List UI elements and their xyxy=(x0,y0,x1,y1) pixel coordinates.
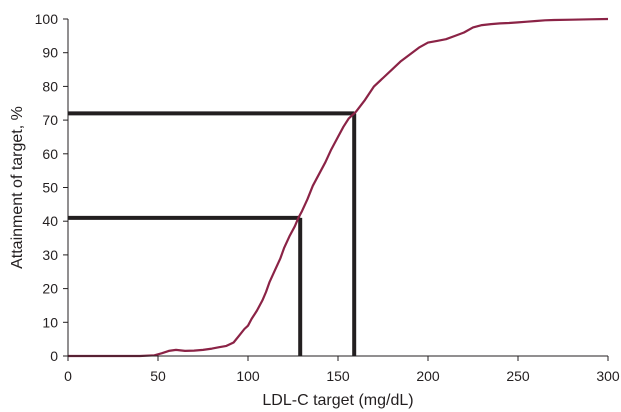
y-tick-label: 10 xyxy=(42,314,58,330)
x-tick-label: 200 xyxy=(416,368,440,384)
y-axis-label: Attainment of target, % xyxy=(9,106,26,269)
y-tick-label: 30 xyxy=(42,247,58,263)
x-tick-label: 50 xyxy=(150,368,166,384)
y-tick-label: 60 xyxy=(42,146,58,162)
y-tick-label: 20 xyxy=(42,281,58,297)
x-tick-label: 0 xyxy=(64,368,72,384)
x-axis-label: LDL-C target (mg/dL) xyxy=(262,392,413,409)
y-tick-label: 90 xyxy=(42,45,58,61)
y-tick-label: 80 xyxy=(42,78,58,94)
x-tick-label: 150 xyxy=(326,368,350,384)
x-tick-label: 250 xyxy=(506,368,530,384)
y-tick-label: 0 xyxy=(50,348,58,364)
y-tick-label: 70 xyxy=(42,112,58,128)
y-tick-label: 40 xyxy=(42,213,58,229)
attainment-curve xyxy=(68,17,609,358)
x-tick-label: 100 xyxy=(236,368,260,384)
reference-lines xyxy=(68,111,357,356)
y-tick-label: 50 xyxy=(42,180,58,196)
x-tick-label: 300 xyxy=(596,368,620,384)
y-tick-label: 100 xyxy=(35,11,59,27)
axis-ticks: 0 10 20 30 40 50 60 70 80 90 100 0 50 100 150 200 250 300 xyxy=(35,11,620,384)
